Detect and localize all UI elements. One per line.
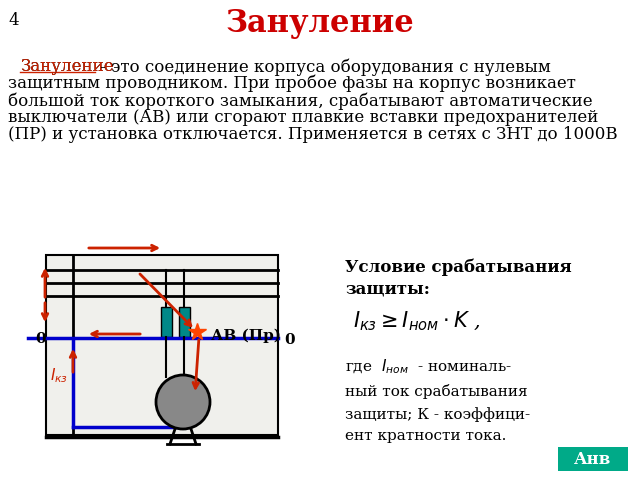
Text: Зануление: Зануление bbox=[226, 8, 414, 39]
Text: выключатели (АВ) или сгорают плавкие вставки предохранителей: выключатели (АВ) или сгорают плавкие вст… bbox=[8, 109, 598, 126]
Text: защитным проводником. При пробое фазы на корпус возникает: защитным проводником. При пробое фазы на… bbox=[8, 75, 576, 93]
Text: - это соединение корпуса оборудования с нулевым: - это соединение корпуса оборудования с … bbox=[95, 58, 551, 75]
Circle shape bbox=[156, 375, 210, 429]
FancyBboxPatch shape bbox=[558, 447, 628, 471]
Text: большой ток короткого замыкания, срабатывают автоматические: большой ток короткого замыкания, срабаты… bbox=[8, 92, 593, 109]
Text: 0: 0 bbox=[36, 332, 46, 346]
Text: $I_{кз} \geq I_{ном} \cdot K$ ,: $I_{кз} \geq I_{ном} \cdot K$ , bbox=[353, 310, 481, 333]
Text: Зануление: Зануление bbox=[20, 58, 114, 75]
Text: 0: 0 bbox=[284, 333, 294, 347]
Text: Зануление: Зануление bbox=[20, 58, 114, 75]
Text: АВ (Пр): АВ (Пр) bbox=[211, 329, 281, 343]
Text: (ПР) и установка отключается. Применяется в сетях с ЗНТ до 1000В: (ПР) и установка отключается. Применяетс… bbox=[8, 126, 618, 143]
Bar bbox=[46, 255, 278, 435]
Bar bbox=[179, 307, 190, 337]
Text: 4: 4 bbox=[8, 12, 19, 29]
Bar bbox=[161, 307, 172, 337]
Text: $I_{кз}$: $I_{кз}$ bbox=[50, 366, 68, 384]
Text: где  $I_{ном}$  - номиналь-
ный ток срабатывания
защиты; К - коэффици-
ент кратн: где $I_{ном}$ - номиналь- ный ток срабат… bbox=[345, 358, 530, 443]
Text: Анв: Анв bbox=[574, 451, 612, 468]
Text: Условие срабатывания
защиты:: Условие срабатывания защиты: bbox=[345, 258, 572, 298]
